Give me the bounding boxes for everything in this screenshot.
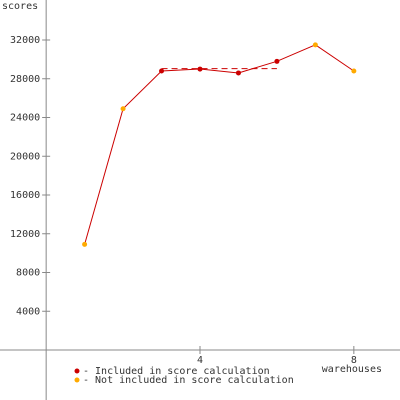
- data-point: [312, 42, 318, 48]
- y-tick-label: 12000: [10, 229, 40, 240]
- y-tick-label: 24000: [10, 113, 40, 124]
- data-line: [84, 44, 355, 245]
- legend-label: - Included in score calculation: [83, 366, 270, 377]
- legend-label: - Not included in score calculation: [83, 375, 294, 386]
- data-point: [235, 70, 241, 76]
- x-tick-label: 4: [197, 355, 203, 366]
- y-tick-label: 16000: [10, 190, 40, 201]
- y-tick-label: 4000: [16, 306, 40, 317]
- legend-marker: [74, 368, 80, 374]
- x-axis-label: warehouses: [322, 364, 382, 375]
- y-tick-label: 8000: [16, 268, 40, 279]
- data-point: [351, 68, 357, 74]
- x-tick-label: 8: [351, 355, 357, 366]
- y-tick-label: 32000: [10, 35, 40, 46]
- y-tick-label: 28000: [10, 74, 40, 85]
- y-axis-label: scores: [2, 1, 38, 12]
- data-point: [159, 68, 165, 74]
- data-point: [120, 106, 126, 112]
- y-tick-label: 20000: [10, 151, 40, 162]
- legend-marker: [74, 377, 80, 383]
- data-point: [197, 66, 203, 72]
- data-point: [82, 241, 88, 247]
- data-point: [274, 58, 280, 64]
